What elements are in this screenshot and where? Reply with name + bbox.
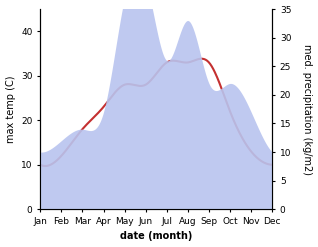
- X-axis label: date (month): date (month): [120, 231, 192, 242]
- Y-axis label: max temp (C): max temp (C): [5, 75, 16, 143]
- Y-axis label: med. precipitation (kg/m2): med. precipitation (kg/m2): [302, 44, 313, 175]
